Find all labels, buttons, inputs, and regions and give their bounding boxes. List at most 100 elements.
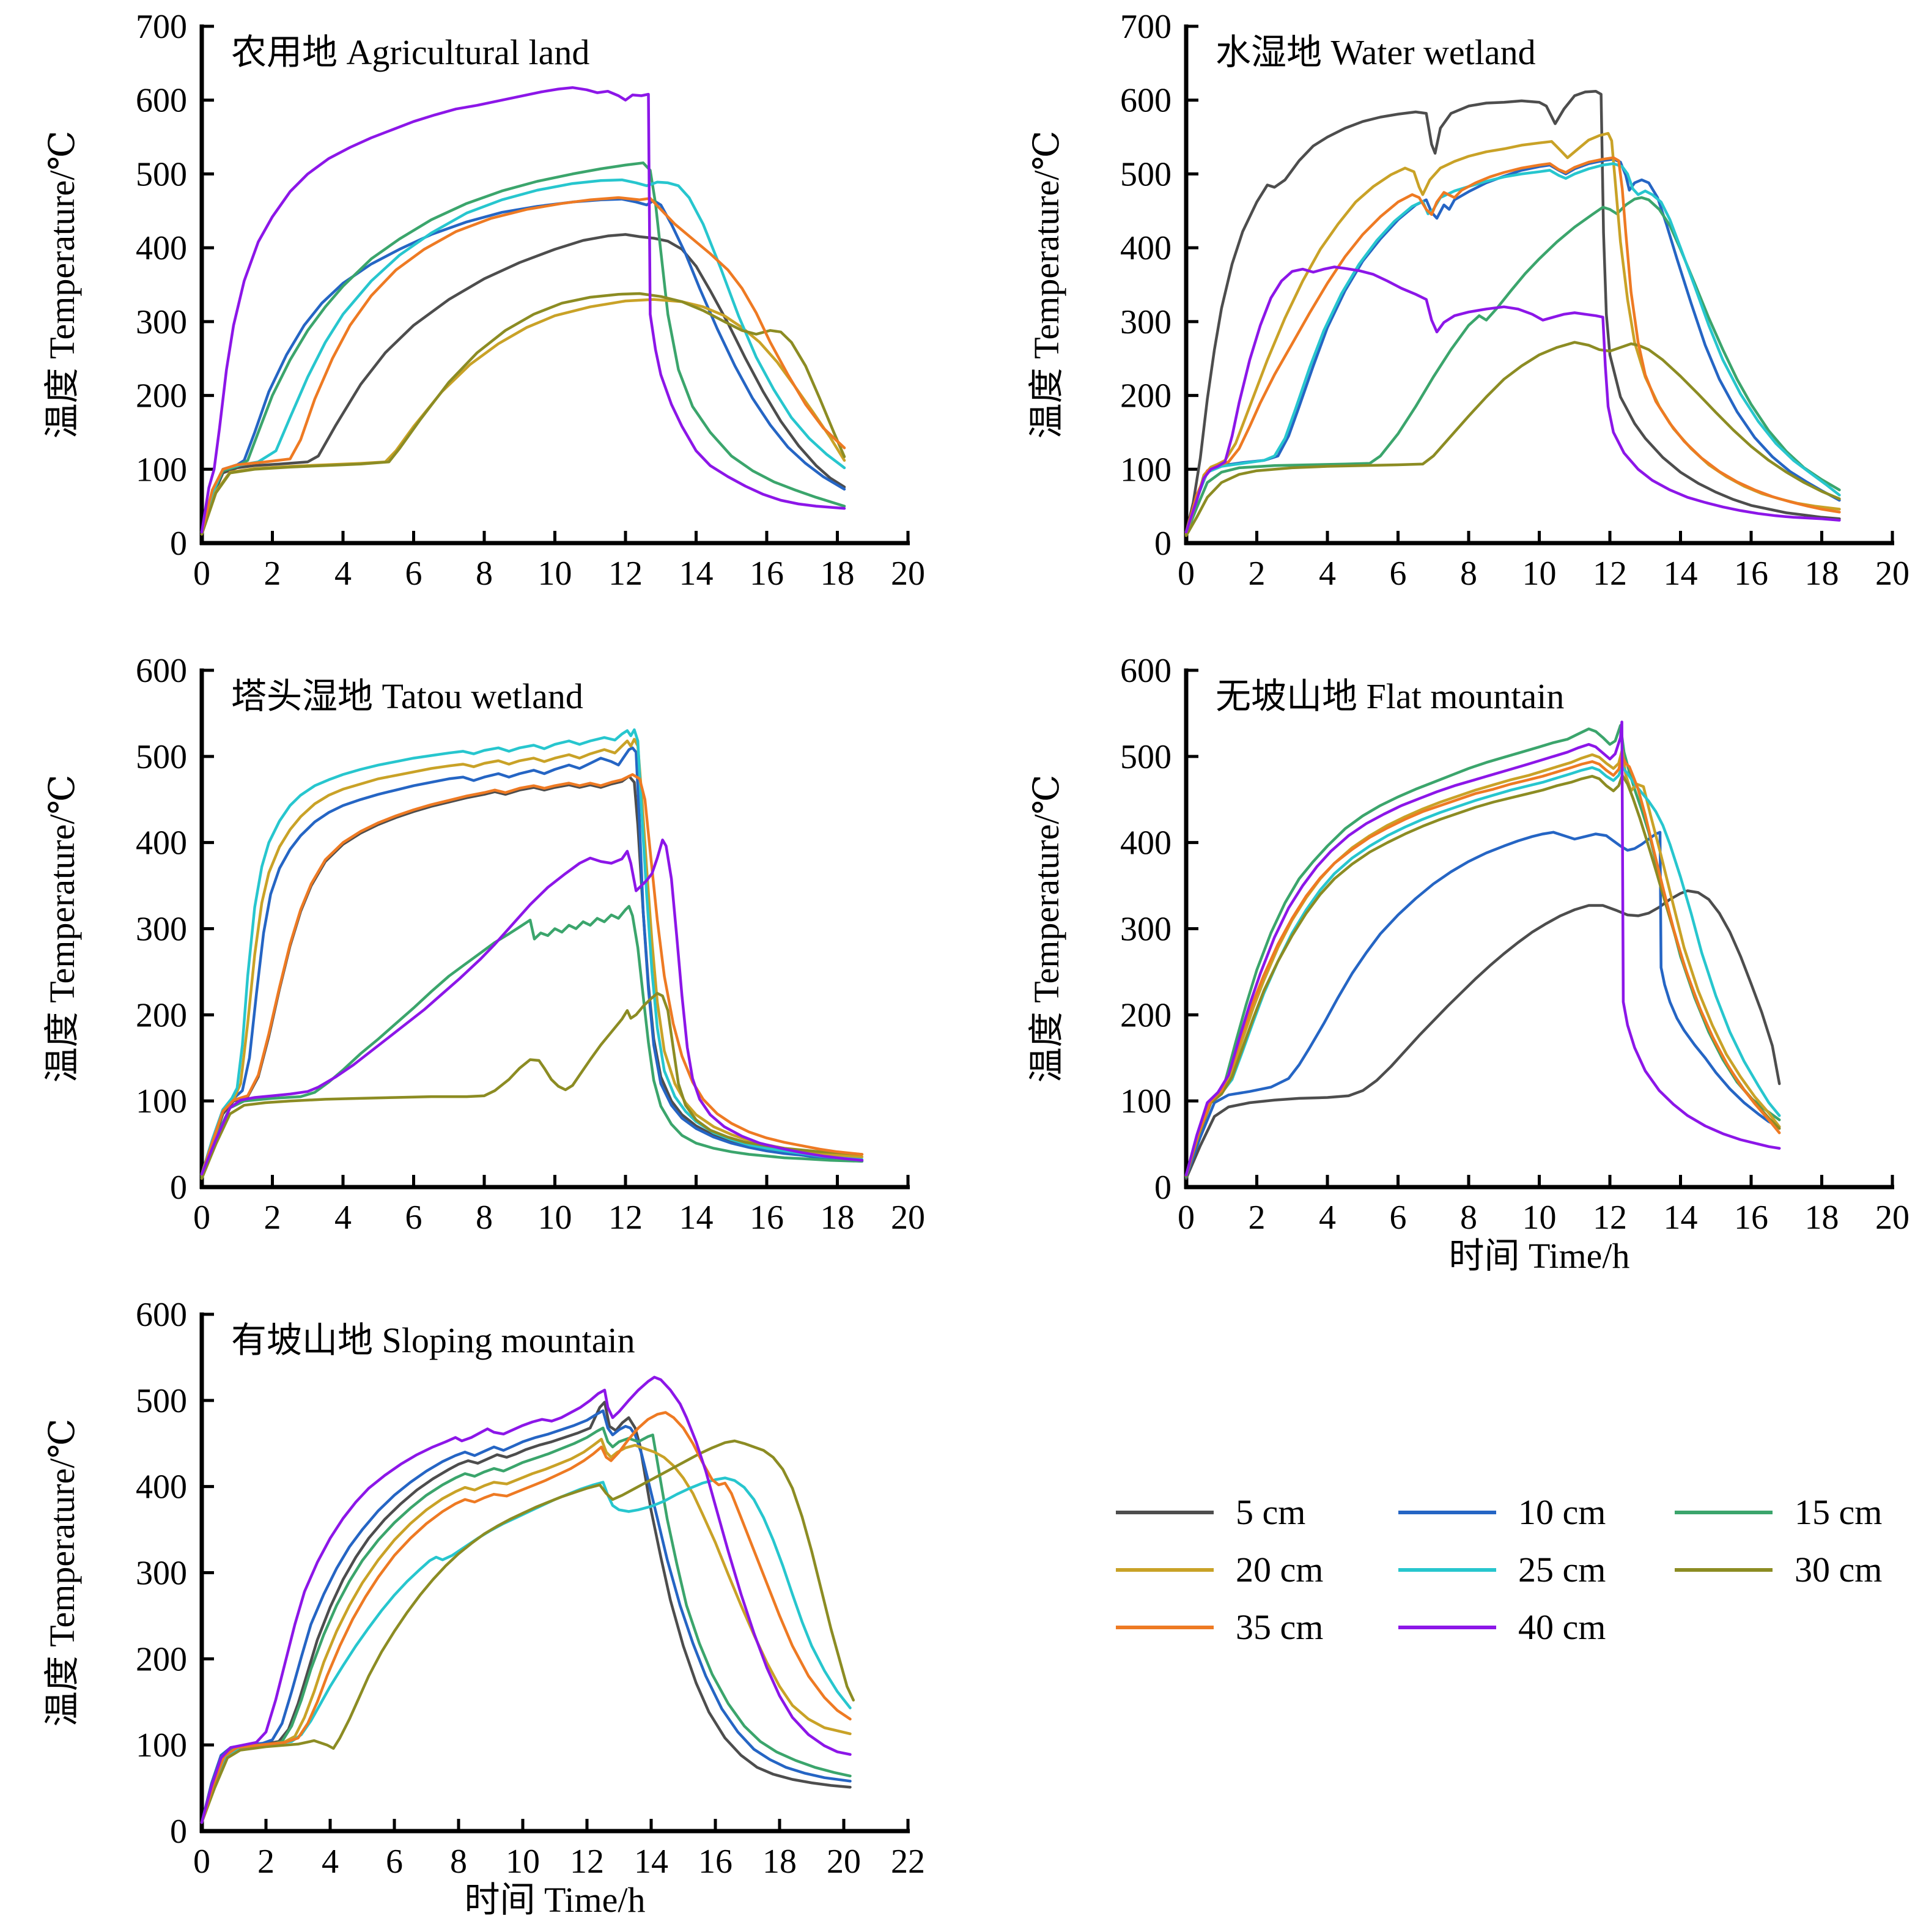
series-35-cm-line [1184, 755, 1781, 1177]
x-tick-label: 10 [538, 1199, 572, 1237]
x-tick-label: 8 [450, 1843, 467, 1881]
series-35-cm-line [200, 773, 864, 1176]
chart-title: 水湿地 Water wetland [1216, 32, 1536, 72]
series-20-cm-line [1184, 131, 1841, 536]
y-tick-label: 300 [136, 1555, 187, 1593]
tatou-wetland-svg: 0 100 200 300 400 500 600 0 2 4 6 8 10 12 14 16 18 20 塔头湿地… [42, 652, 925, 1237]
legend-swatch-15cm [1675, 1511, 1773, 1514]
y-tick-label: 0 [1154, 1169, 1171, 1207]
legend-item-35cm: 35 cm [1116, 1610, 1398, 1645]
x-tick-label: 16 [750, 555, 784, 593]
y-tick-label: 500 [136, 738, 187, 776]
x-tick-label: 14 [1664, 555, 1698, 593]
x-tick-label: 12 [570, 1843, 604, 1881]
series-40-cm-line [200, 1375, 852, 1824]
series-5-cm-line [200, 1401, 852, 1824]
series-10-cm-line [1184, 831, 1781, 1179]
x-tick-label: 18 [821, 1199, 855, 1237]
y-axis-label: 温度 Temperature/℃ [42, 131, 82, 439]
series-25-cm-line [1184, 162, 1841, 534]
x-axis-label: 时间 Time/h [1449, 1236, 1630, 1276]
x-tick-label: 0 [193, 1843, 210, 1881]
x-tick-label: 20 [1875, 555, 1909, 593]
y-tick-label: 100 [1120, 451, 1171, 489]
y-tick-label: 400 [136, 229, 187, 267]
legend-item-30cm: 30 cm [1675, 1552, 1926, 1588]
x-tick-label: 2 [264, 555, 281, 593]
series-20-cm-line [200, 738, 864, 1177]
x-tick-label: 2 [1249, 1199, 1266, 1237]
x-tick-label: 4 [1319, 555, 1336, 593]
x-tick-label: 14 [679, 555, 714, 593]
series-25-cm-line [200, 1476, 852, 1824]
x-tick-label: 20 [1875, 1199, 1909, 1237]
legend-swatch-5cm [1116, 1511, 1214, 1514]
legend-label-10cm: 10 cm [1518, 1492, 1606, 1532]
x-tick-label: 22 [891, 1843, 925, 1881]
x-tick-label: 14 [634, 1843, 668, 1881]
y-tick-label: 200 [136, 377, 187, 415]
series-35-cm-line [200, 1411, 852, 1824]
series-30-cm-line [200, 1439, 855, 1824]
y-tick-label: 400 [136, 824, 187, 862]
series-30-cm-line [200, 292, 846, 536]
legend-item-25cm: 25 cm [1398, 1552, 1675, 1588]
y-tick-label: 400 [1120, 824, 1171, 862]
y-axis-label: 温度 Temperature/℃ [1027, 131, 1066, 439]
x-tick-label: 10 [538, 555, 572, 593]
legend-grid: 5 cm 10 cm 15 cm 20 cm 25 cm 30 cm 35 cm… [1116, 1484, 1926, 1656]
y-tick-label: 0 [1154, 525, 1171, 563]
chart-flat-mountain: 0 100 200 300 400 500 600 0 2 4 6 8 10 12 14 16 18 20 无坡山地… [963, 644, 1926, 1288]
x-tick-label: 10 [1522, 555, 1557, 593]
y-tick-label: 300 [1120, 911, 1171, 949]
x-axis-label: 时间 Time/h [465, 1880, 646, 1920]
y-tick-label: 200 [1120, 377, 1171, 415]
x-tick-label: 20 [891, 1199, 925, 1237]
y-tick-label: 500 [1120, 155, 1171, 193]
x-tick-label: 18 [1805, 555, 1839, 593]
x-tick-label: 20 [891, 555, 925, 593]
y-tick-label: 0 [170, 1169, 187, 1207]
series-20-cm-line [1184, 748, 1781, 1177]
series-40-cm-line [200, 86, 846, 534]
flat-mountain-svg: 0 100 200 300 400 500 600 0 2 4 6 8 10 12 14 16 18 20 无坡山地… [1027, 652, 1909, 1276]
series-5-cm-line [200, 233, 846, 534]
legend-swatch-25cm [1398, 1568, 1496, 1572]
y-tick-label: 0 [170, 525, 187, 563]
x-tick-label: 4 [334, 555, 352, 593]
legend-label-20cm: 20 cm [1236, 1550, 1324, 1590]
chart-title: 有坡山地 Sloping mountain [231, 1320, 635, 1360]
x-tick-label: 6 [1390, 555, 1407, 593]
y-tick-label: 100 [136, 1727, 187, 1764]
series-40-cm-line [200, 838, 864, 1176]
y-axis-label: 温度 Temperature/℃ [1027, 775, 1066, 1083]
legend-label-35cm: 35 cm [1236, 1607, 1324, 1647]
x-tick-label: 8 [1460, 1199, 1477, 1237]
x-tick-label: 16 [750, 1199, 784, 1237]
y-tick-label: 600 [1120, 82, 1171, 120]
legend-swatch-20cm [1116, 1568, 1214, 1572]
y-tick-label: 0 [170, 1813, 187, 1851]
x-tick-label: 0 [1178, 1199, 1195, 1237]
chart-sloping-mountain: 0 100 200 300 400 500 600 0 2 4 6 8 10 12 14 16 18 20 22 有坡… [0, 1288, 963, 1932]
x-tick-label: 6 [405, 555, 422, 593]
x-tick-label: 12 [608, 555, 643, 593]
series-40-cm-line [1184, 265, 1841, 534]
y-axis-label: 温度 Temperature/℃ [42, 1419, 82, 1727]
x-tick-label: 14 [679, 1199, 714, 1237]
x-tick-label: 8 [476, 555, 493, 593]
x-tick-label: 6 [386, 1843, 403, 1881]
series-15-cm-line [200, 905, 864, 1179]
legend-item-10cm: 10 cm [1398, 1495, 1675, 1530]
x-tick-label: 16 [698, 1843, 732, 1881]
series-30-cm-line [200, 991, 864, 1180]
x-tick-label: 4 [334, 1199, 352, 1237]
series-10-cm-line [200, 1409, 852, 1824]
series-5-cm-line [1184, 889, 1781, 1180]
x-tick-label: 8 [476, 1199, 493, 1237]
x-tick-label: 2 [1249, 555, 1266, 593]
x-tick-label: 16 [1734, 1199, 1768, 1237]
x-tick-label: 0 [193, 1199, 210, 1237]
x-tick-label: 16 [1734, 555, 1768, 593]
